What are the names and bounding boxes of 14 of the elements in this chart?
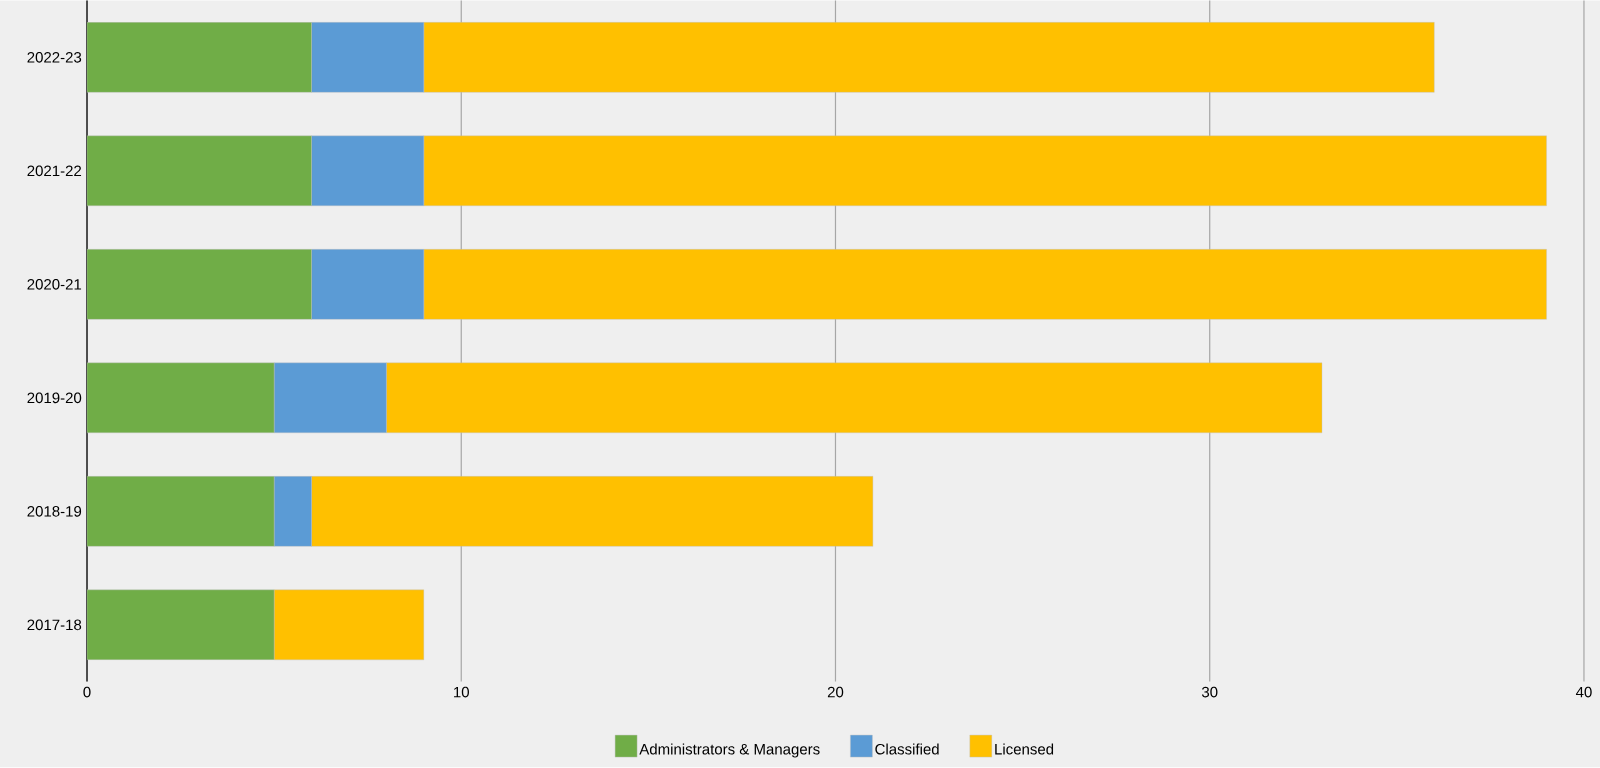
legend-label: Licensed [995,743,1054,755]
x-tick-label: 40 [1575,686,1592,698]
x-tick-label: 0 [83,686,91,698]
y-tick-label: 2019-20 [27,392,82,404]
y-tick-label: 2020-21 [27,279,82,290]
y-tick-label: 2018-19 [27,506,82,517]
y-tick-label: 2021-22 [27,165,82,177]
x-tick-label: 30 [1201,686,1218,698]
x-tick-label: 10 [454,686,469,698]
x-tick-label: 20 [827,686,844,698]
legend-label: Classified [875,743,939,755]
y-tick-label: 2022-23 [27,52,82,63]
y-tick-label: 2017-18 [27,619,82,631]
legend-label: Administrators & Managers [639,743,820,758]
